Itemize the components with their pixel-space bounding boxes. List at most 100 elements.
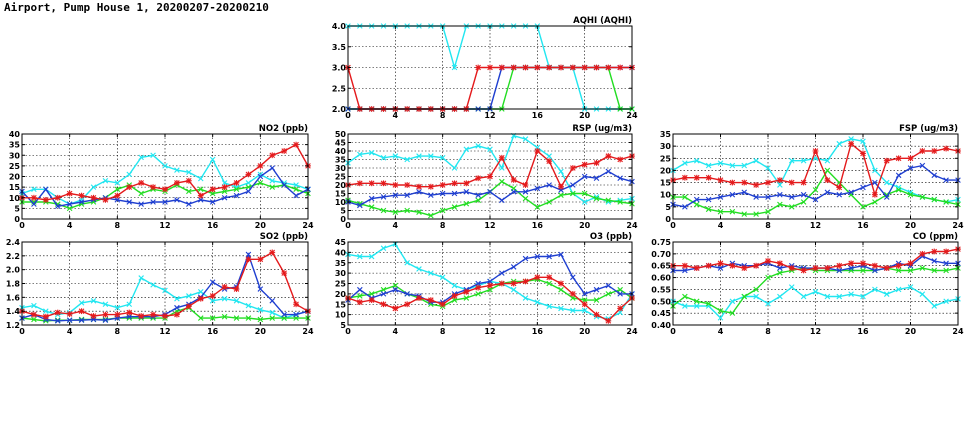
- data-point-cyan: [848, 291, 854, 297]
- data-point-green: [257, 180, 264, 186]
- y-tick-label: 40: [335, 248, 347, 257]
- data-point-blue: [487, 189, 493, 195]
- data-point-cyan: [499, 165, 505, 171]
- data-point-green: [682, 293, 688, 300]
- data-point-blue: [138, 201, 144, 207]
- data-point-red: [860, 150, 866, 157]
- data-point-green: [368, 291, 375, 297]
- data-point-cyan: [729, 162, 736, 169]
- data-point-red: [126, 184, 133, 191]
- data-point-red: [558, 183, 564, 190]
- data-point-blue: [78, 317, 85, 323]
- x-tick-label: 8: [765, 221, 771, 230]
- data-point-red: [197, 192, 204, 199]
- y-tick-label: 0.55: [651, 285, 671, 294]
- data-point-blue: [522, 189, 529, 195]
- data-point-green: [693, 201, 700, 208]
- data-point-red: [812, 265, 819, 271]
- data-point-green: [860, 204, 866, 210]
- data-point-blue: [907, 165, 914, 171]
- data-point-cyan: [451, 64, 458, 71]
- data-point-red: [883, 265, 890, 271]
- data-point-red: [380, 180, 387, 187]
- data-point-cyan: [883, 179, 890, 186]
- y-tick-label: 2.2: [6, 252, 20, 261]
- x-tick-label: 16: [532, 111, 544, 120]
- data-point-red: [510, 280, 517, 287]
- data-point-red: [138, 313, 145, 319]
- data-point-cyan: [581, 199, 588, 205]
- data-point-red: [534, 274, 541, 281]
- data-point-red: [475, 175, 482, 182]
- x-tick-label: 16: [532, 327, 544, 336]
- data-point-red: [416, 295, 422, 301]
- data-point-green: [380, 286, 387, 293]
- data-point-green: [800, 199, 807, 205]
- data-point-blue: [765, 194, 771, 200]
- x-tick-label: 16: [207, 327, 219, 336]
- y-tick-label: 20: [660, 166, 672, 175]
- data-point-red: [102, 311, 109, 318]
- data-point-red: [729, 262, 736, 269]
- data-point-green: [66, 205, 73, 212]
- data-point-blue: [777, 265, 783, 271]
- data-point-green: [581, 190, 588, 197]
- data-point-cyan: [186, 293, 192, 299]
- data-point-red: [66, 190, 73, 197]
- x-tick-label: 20: [905, 327, 917, 336]
- data-point-blue: [812, 196, 819, 203]
- x-tick-label: 4: [393, 111, 399, 120]
- data-point-red: [221, 284, 228, 290]
- data-point-green: [499, 178, 505, 185]
- data-point-blue: [510, 189, 517, 195]
- y-tick-label: 0.40: [651, 321, 671, 330]
- x-tick-label: 4: [393, 221, 399, 230]
- data-point-cyan: [428, 153, 434, 159]
- data-point-red: [534, 64, 541, 71]
- data-point-green: [895, 267, 902, 274]
- data-point-cyan: [522, 295, 529, 301]
- data-point-red: [150, 184, 156, 191]
- data-point-cyan: [404, 259, 410, 266]
- data-point-cyan: [451, 165, 458, 171]
- data-point-green: [919, 194, 926, 200]
- data-point-blue: [451, 190, 458, 197]
- data-point-green: [451, 204, 458, 210]
- data-point-cyan: [174, 295, 180, 302]
- y-tick-label: 20: [335, 290, 347, 299]
- y-tick-label: 5: [340, 321, 346, 330]
- data-point-green: [824, 167, 831, 174]
- data-point-green: [114, 186, 121, 193]
- data-point-red: [593, 311, 600, 318]
- data-point-blue: [368, 195, 375, 202]
- data-point-blue: [357, 286, 363, 293]
- data-point-red: [581, 64, 588, 71]
- x-tick-label: 8: [440, 327, 446, 336]
- data-point-green: [475, 197, 481, 204]
- data-point-cyan: [368, 149, 375, 156]
- data-point-red: [883, 157, 890, 164]
- data-point-cyan: [546, 303, 552, 310]
- data-point-cyan: [777, 293, 783, 300]
- data-point-cyan: [162, 163, 168, 169]
- y-tick-label: 15: [335, 190, 347, 199]
- data-point-red: [293, 141, 299, 148]
- data-point-red: [138, 179, 145, 186]
- data-point-blue: [605, 282, 612, 289]
- data-point-red: [404, 301, 411, 308]
- x-tick-label: 4: [67, 221, 73, 230]
- data-point-red: [605, 64, 612, 71]
- data-point-green: [392, 209, 399, 215]
- data-point-red: [66, 311, 73, 317]
- data-point-green: [593, 297, 600, 303]
- x-tick-label: 24: [952, 327, 964, 336]
- data-point-red: [848, 140, 855, 147]
- data-point-cyan: [31, 302, 37, 309]
- data-point-cyan: [682, 303, 688, 309]
- data-point-cyan: [800, 157, 807, 164]
- data-point-blue: [753, 194, 759, 200]
- data-point-green: [368, 204, 375, 210]
- data-point-green: [257, 316, 264, 323]
- data-point-blue: [919, 162, 926, 169]
- data-point-blue: [848, 265, 854, 271]
